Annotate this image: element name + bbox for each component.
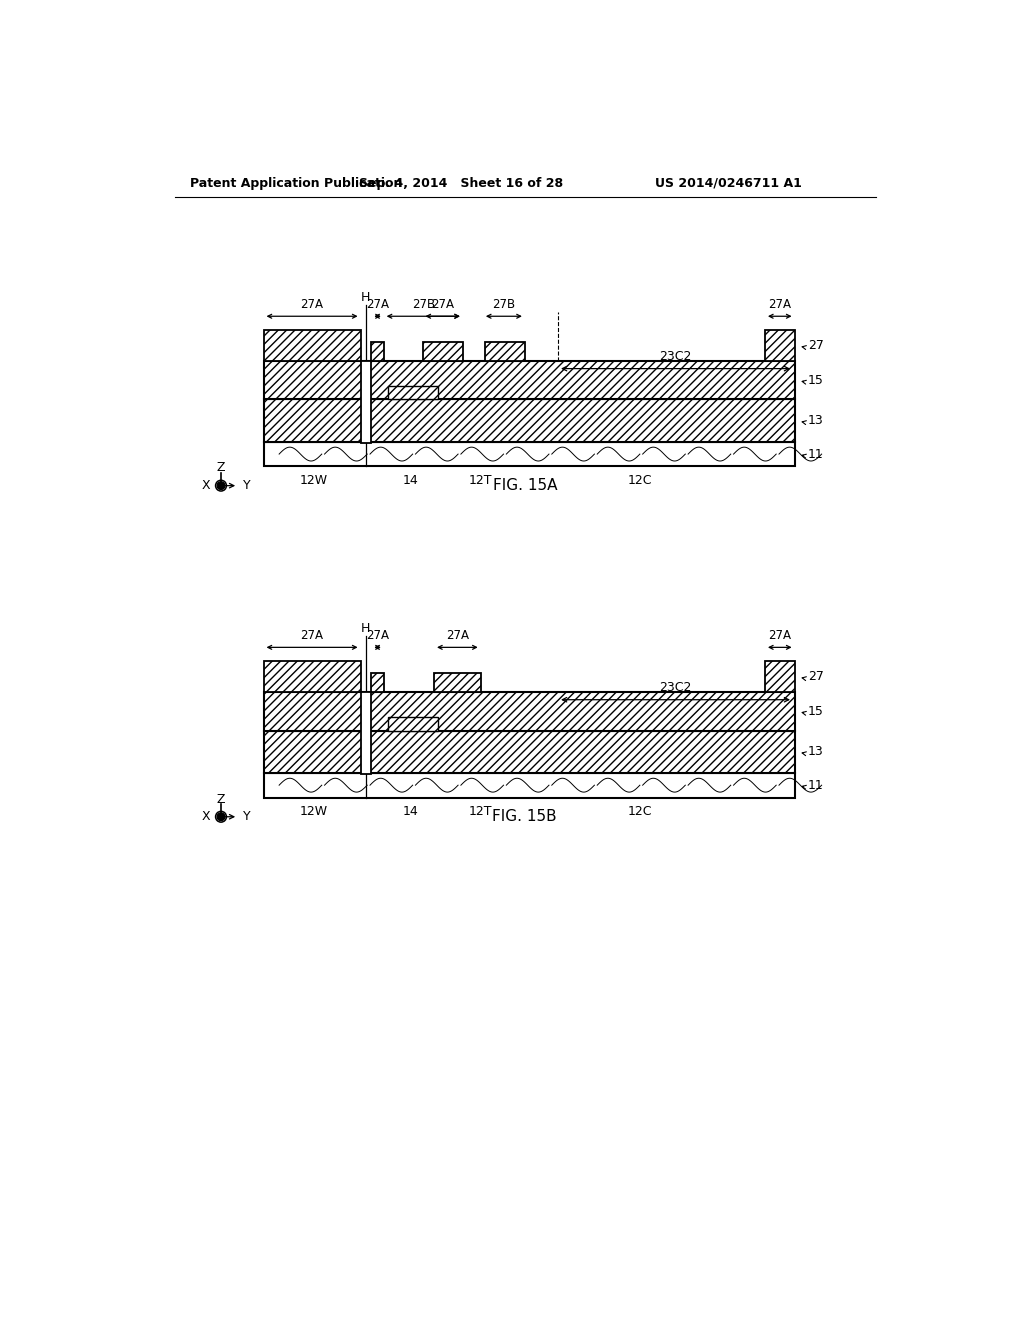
Text: 14: 14 [403, 805, 419, 818]
Text: 13: 13 [808, 414, 823, 428]
Text: 27: 27 [808, 671, 823, 684]
Text: 27A: 27A [301, 298, 324, 312]
Text: 12W: 12W [300, 805, 328, 818]
Text: 11: 11 [808, 447, 823, 461]
Bar [372, 673, 384, 692]
Text: 27A: 27A [768, 628, 792, 642]
Bar [372, 342, 384, 360]
Bar [263, 330, 360, 360]
Bar [765, 330, 795, 360]
Text: FIG. 15B: FIG. 15B [493, 809, 557, 824]
Bar [263, 692, 795, 730]
Bar [263, 360, 795, 400]
Bar [263, 661, 360, 692]
Text: 27A: 27A [366, 628, 389, 642]
Bar [434, 673, 480, 692]
Bar [423, 342, 463, 360]
Text: 27: 27 [808, 339, 823, 352]
Text: 27A: 27A [366, 298, 389, 312]
Bar [360, 360, 372, 444]
Text: US 2014/0246711 A1: US 2014/0246711 A1 [655, 177, 802, 190]
Text: 12T: 12T [469, 474, 493, 487]
Circle shape [217, 482, 225, 490]
Text: 27A: 27A [445, 628, 469, 642]
Text: 11: 11 [808, 779, 823, 792]
Text: 27A: 27A [768, 298, 792, 312]
Text: 12T: 12T [469, 805, 493, 818]
Text: Z: Z [217, 462, 225, 474]
Text: 27A: 27A [431, 298, 455, 312]
Text: H: H [361, 292, 371, 305]
Text: 23C2: 23C2 [659, 350, 692, 363]
Text: Y: Y [243, 479, 250, 492]
Bar [263, 774, 795, 797]
Bar [765, 661, 795, 692]
Bar [388, 717, 438, 730]
Bar [263, 442, 795, 466]
Circle shape [217, 813, 225, 821]
Bar [263, 400, 795, 442]
Bar [263, 730, 795, 774]
Text: 27B: 27B [412, 298, 435, 312]
Bar [484, 342, 524, 360]
Text: 15: 15 [808, 374, 823, 387]
Text: Z: Z [217, 792, 225, 805]
Text: H: H [361, 622, 371, 635]
Text: 23C2: 23C2 [659, 681, 692, 694]
Text: 27B: 27B [493, 298, 515, 312]
Text: 12C: 12C [628, 474, 651, 487]
Text: 12C: 12C [628, 805, 651, 818]
Bar [388, 385, 438, 400]
Text: 13: 13 [808, 746, 823, 758]
Text: Sep. 4, 2014   Sheet 16 of 28: Sep. 4, 2014 Sheet 16 of 28 [359, 177, 563, 190]
Text: 27A: 27A [301, 628, 324, 642]
Text: X: X [202, 479, 210, 492]
Text: 12W: 12W [300, 474, 328, 487]
Bar [360, 692, 372, 775]
Text: 14: 14 [403, 474, 419, 487]
Text: Y: Y [243, 810, 250, 824]
Text: Patent Application Publication: Patent Application Publication [190, 177, 402, 190]
Text: X: X [202, 810, 210, 824]
Text: FIG. 15A: FIG. 15A [493, 478, 557, 494]
Text: 15: 15 [808, 705, 823, 718]
